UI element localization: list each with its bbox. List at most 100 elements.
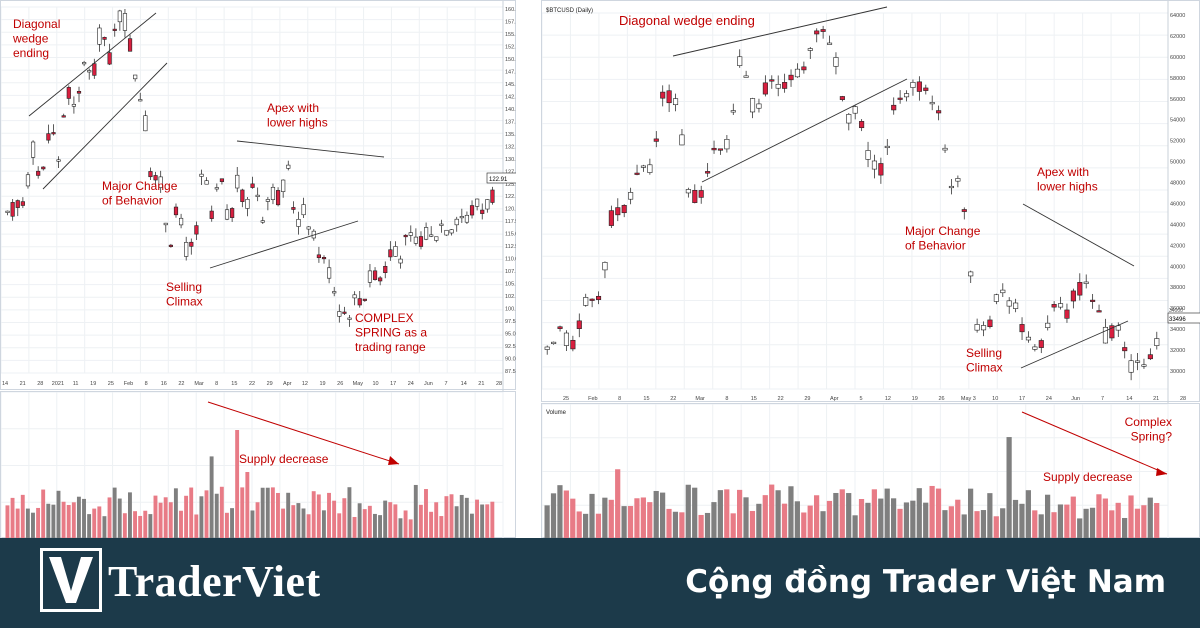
volume-bar <box>884 488 890 538</box>
candle-body <box>859 121 865 129</box>
candle-body <box>1141 364 1147 367</box>
date-tick-label: 25 <box>108 381 114 387</box>
last-price-label: 33496 <box>1169 317 1186 323</box>
candle-body <box>839 96 845 100</box>
volume-bar <box>672 511 679 538</box>
candle-body <box>679 134 685 146</box>
price-tick-label: 112.5 <box>505 244 517 250</box>
candle-body <box>71 103 76 107</box>
annotation-wedge: ending <box>13 46 49 60</box>
date-tick-label: 12 <box>302 381 308 387</box>
price-tick-label: 87.5 <box>505 369 516 375</box>
volume-bar <box>1089 507 1096 538</box>
candle-body <box>1064 309 1070 319</box>
candle-body <box>955 178 961 182</box>
candle-body <box>112 28 117 31</box>
volume-bar <box>878 498 884 538</box>
volume-bar <box>942 510 948 538</box>
volume-bar <box>393 504 398 538</box>
volume-bar <box>1051 512 1057 538</box>
candle-body <box>775 83 781 89</box>
date-tick-label: 29 <box>267 381 273 387</box>
volume-bar <box>204 490 209 538</box>
candle-body <box>301 204 306 216</box>
candle-body <box>158 176 163 188</box>
candle-body <box>1109 325 1115 339</box>
volume-bar <box>459 494 464 538</box>
candle-body <box>788 74 794 81</box>
candle-body <box>224 209 230 220</box>
candle-body <box>286 164 291 169</box>
date-tick-label: 26 <box>939 396 945 402</box>
volume-bar <box>337 513 342 538</box>
volume-bar <box>490 501 495 538</box>
candle-body <box>1147 354 1153 360</box>
price-tick-label: 48000 <box>1170 181 1185 187</box>
candle-body <box>717 148 724 151</box>
candle-body <box>434 236 439 241</box>
candle-body <box>41 166 46 170</box>
annotation-complex-spring: Complex <box>1125 415 1172 429</box>
volume-bar <box>948 506 954 538</box>
volume-bar <box>557 485 563 538</box>
date-tick-label: May <box>353 381 364 387</box>
date-tick-label: 17 <box>1019 396 1025 402</box>
volume-bar <box>383 500 388 538</box>
candle-body <box>25 174 31 187</box>
candle-body <box>814 30 820 35</box>
volume-bar <box>398 518 403 538</box>
triangle-upper-line <box>236 140 385 158</box>
date-tick-label: 22 <box>249 381 255 387</box>
volume-bar <box>245 472 250 538</box>
volume-bar <box>87 514 92 538</box>
candle-body <box>270 186 276 200</box>
annotation-complex-spring: COMPLEX <box>355 311 414 325</box>
volume-bar <box>224 512 229 538</box>
volume-bar <box>1128 495 1134 538</box>
date-tick-label: 22 <box>178 381 184 387</box>
candle-body <box>1128 360 1134 373</box>
date-tick-label: 21 <box>478 381 484 387</box>
right-price-chart: $BTCUSD (Daily) 64000 62000 60000 58000 56000… <box>542 1 1200 403</box>
candle-body <box>1102 326 1109 344</box>
date-tick-label: 11 <box>73 381 79 387</box>
candle-body <box>153 175 158 181</box>
date-tick-label: 14 <box>461 381 467 387</box>
volume-bar <box>184 495 189 538</box>
date-tick-label: Mar <box>695 396 705 402</box>
volume-bar <box>1012 499 1019 538</box>
candle-body <box>1057 303 1064 308</box>
volume-bar <box>373 513 377 538</box>
candle-body <box>46 133 51 141</box>
volume-bar <box>209 456 214 538</box>
slogan: Cộng đồng Trader Việt Nam <box>685 564 1166 600</box>
volume-bar <box>749 510 756 538</box>
volume-bar <box>76 496 81 538</box>
price-tick-label: 120.0 <box>505 207 517 213</box>
candle-body <box>936 110 942 114</box>
date-tick-label: 8 <box>145 381 148 387</box>
candle-body <box>1077 282 1083 296</box>
volume-bar <box>865 502 871 538</box>
candle-body <box>884 145 890 149</box>
date-tick-label: Jun <box>424 381 433 387</box>
volume-bar <box>1077 518 1083 538</box>
candle-body <box>347 317 352 320</box>
volume-bar <box>1154 502 1160 538</box>
volume-bar <box>179 510 183 538</box>
left-price-chart: 160.0 157.5 155.0 152.5 150.0 147.5 145.0 142.5… <box>1 1 517 391</box>
volume-bar <box>173 488 178 538</box>
candle-body <box>163 222 168 226</box>
price-tick-label: 92.5 <box>505 344 516 350</box>
price-tick-label: 127.5 <box>505 169 517 175</box>
candle-body <box>454 218 459 226</box>
price-tick-label: 105.0 <box>505 282 517 288</box>
volume-bar <box>306 514 311 538</box>
candle-body <box>76 91 82 94</box>
volume-bar <box>444 496 449 538</box>
volume-bar <box>608 499 614 538</box>
candle-body <box>762 82 768 95</box>
candle-body <box>408 232 413 236</box>
candle-body <box>362 298 367 301</box>
volume-bar <box>730 513 736 538</box>
